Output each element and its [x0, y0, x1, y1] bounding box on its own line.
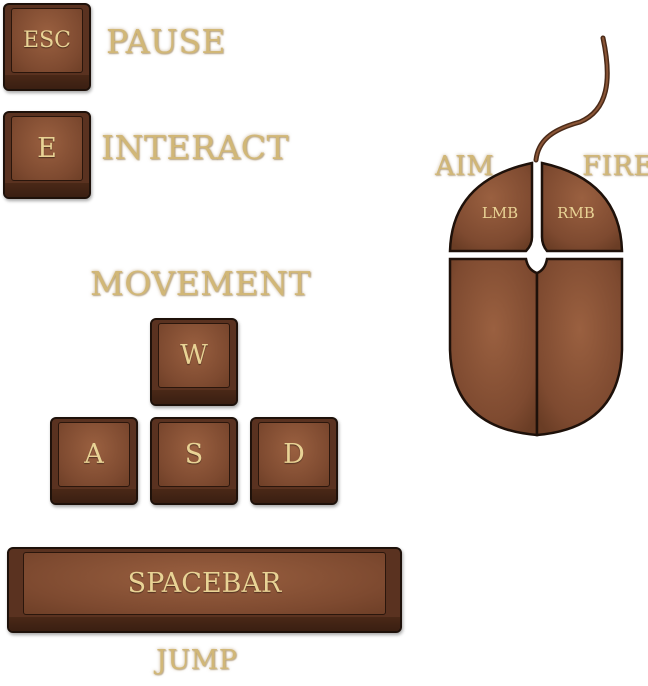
e-key[interactable]: E [3, 111, 91, 199]
mouse-body [448, 257, 624, 437]
left-mouse-button[interactable]: LMB [448, 161, 534, 253]
mouse-icon: LMB RMB [448, 35, 624, 437]
jump-label: JUMP [156, 645, 238, 676]
s-key[interactable]: S [150, 417, 238, 505]
a-key[interactable]: A [50, 417, 138, 505]
interact-label: INTERACT [101, 128, 289, 167]
e-key-label: E [11, 116, 83, 181]
s-key-label: S [158, 422, 230, 487]
w-key[interactable]: W [150, 318, 238, 406]
mouse-cable [533, 35, 610, 163]
lmb-label: LMB [482, 204, 518, 222]
fire-label: FIRE [582, 151, 648, 182]
pause-label: PAUSE [106, 22, 227, 61]
w-key-label: W [158, 323, 230, 388]
spacebar-key-label: SPACEBAR [23, 552, 386, 615]
a-key-label: A [58, 422, 130, 487]
right-mouse-button[interactable]: RMB [540, 161, 624, 253]
spacebar-key[interactable]: SPACEBAR [7, 547, 402, 633]
movement-label: MOVEMENT [90, 264, 311, 303]
rmb-label: RMB [557, 204, 595, 222]
d-key-label: D [258, 422, 330, 487]
aim-label: AIM [435, 151, 495, 182]
d-key[interactable]: D [250, 417, 338, 505]
esc-key[interactable]: ESC [3, 3, 91, 91]
esc-key-label: ESC [11, 8, 83, 73]
